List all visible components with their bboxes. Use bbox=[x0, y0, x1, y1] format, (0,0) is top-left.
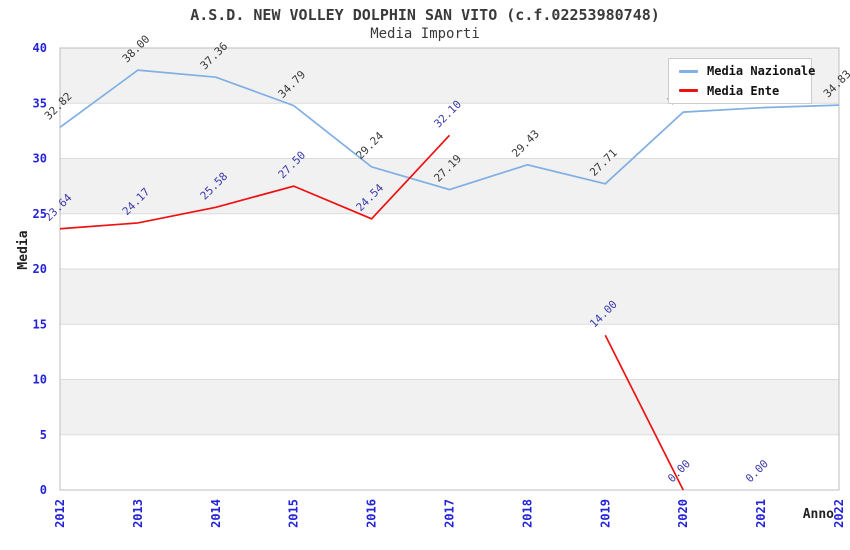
x-tick-label: 2020 bbox=[676, 499, 690, 528]
x-tick-label: 2015 bbox=[287, 499, 301, 528]
legend-swatch-media-ente bbox=[679, 89, 698, 93]
chart-subtitle: Media Importi bbox=[370, 26, 480, 42]
x-tick-label: 2021 bbox=[754, 499, 768, 528]
y-tick-label: 35 bbox=[33, 96, 47, 110]
series-line-media-ente bbox=[604, 334, 684, 491]
y-tick-label: 10 bbox=[33, 373, 47, 387]
legend: Media Nazionale Media Ente bbox=[668, 58, 815, 104]
data-label-media-nazionale: 29.43 bbox=[509, 127, 542, 160]
y-tick-label: 5 bbox=[40, 428, 47, 442]
legend-item-label: Media Ente bbox=[707, 83, 780, 98]
y-tick-label: 30 bbox=[33, 152, 47, 166]
y-tick-label: 15 bbox=[33, 317, 47, 331]
plot-band bbox=[60, 379, 839, 435]
x-axis-title: Anno bbox=[803, 507, 834, 522]
series-line-media-nazionale bbox=[59, 69, 840, 191]
plot-band bbox=[60, 158, 839, 214]
x-tick-label: 2019 bbox=[598, 499, 612, 528]
series-line-media-ente bbox=[59, 134, 451, 230]
x-tick-label: 2014 bbox=[209, 499, 223, 528]
x-tick-label: 2012 bbox=[53, 499, 67, 528]
x-tick-label: 2013 bbox=[131, 499, 145, 528]
x-tick-label: 2017 bbox=[443, 499, 457, 528]
y-tick-label: 25 bbox=[33, 207, 47, 221]
plot-band bbox=[60, 269, 839, 325]
y-tick-label: 0 bbox=[40, 483, 47, 497]
plot-border bbox=[59, 47, 840, 491]
page-title: A.S.D. NEW VOLLEY DOLPHIN SAN VITO (c.f.… bbox=[190, 6, 660, 24]
x-tick-label: 2016 bbox=[365, 499, 379, 528]
legend-item-label: Media Nazionale bbox=[707, 64, 816, 79]
x-tick-label: 2022 bbox=[832, 499, 846, 528]
legend-swatch-media-nazionale bbox=[679, 69, 698, 73]
legend-item-media-ente: Media Ente bbox=[679, 84, 811, 98]
y-tick-label: 20 bbox=[33, 262, 47, 276]
x-tick-label: 2018 bbox=[520, 499, 534, 528]
y-tick-label: 40 bbox=[33, 41, 47, 55]
data-label-media-ente: 0.00 bbox=[743, 457, 771, 485]
y-axis-title: Media bbox=[16, 230, 31, 269]
legend-item-media-nazionale: Media Nazionale bbox=[679, 64, 815, 78]
data-label-media-nazionale: 29.24 bbox=[354, 129, 387, 162]
